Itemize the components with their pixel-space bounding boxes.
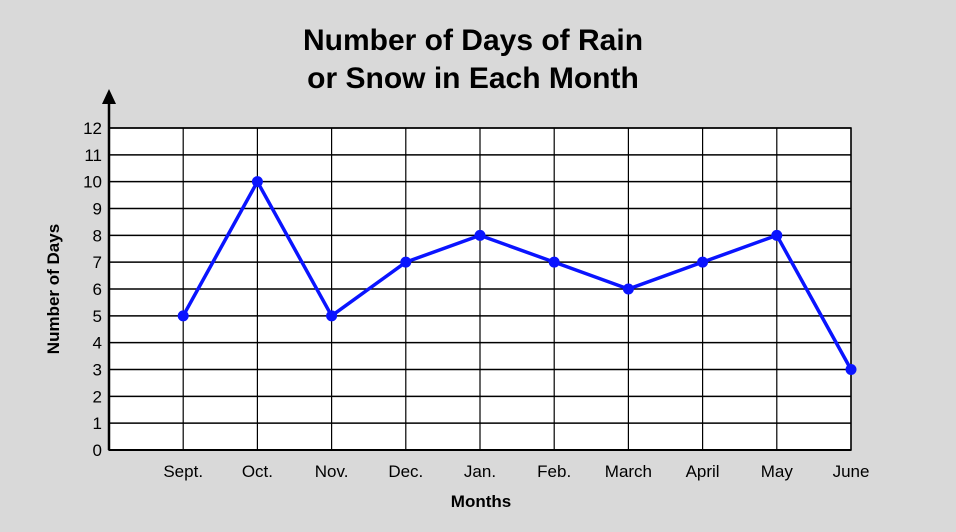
data-point: [845, 364, 857, 375]
data-point: [474, 229, 486, 241]
chart-title-line1: Number of Days of Rain: [302, 24, 644, 57]
y-axis-arrow-icon: [102, 89, 116, 104]
x-tick-label: Jan.: [464, 462, 496, 481]
x-tick-label: May: [761, 462, 794, 481]
x-tick-label: Feb.: [537, 462, 571, 481]
y-tick-label: 8: [93, 226, 102, 245]
y-tick-label: 6: [93, 280, 102, 299]
data-point: [771, 229, 783, 241]
x-tick-label: Oct.: [242, 462, 273, 481]
data-point: [400, 256, 412, 268]
y-tick-label: 5: [93, 307, 102, 326]
x-axis-label: Months: [451, 492, 511, 511]
data-point: [251, 176, 263, 188]
chart-title: Number of Days of Rain or Snow in Each M…: [0, 22, 946, 98]
y-tick-label: 11: [84, 146, 102, 165]
y-axis-label: Number of Days: [44, 224, 63, 354]
y-tick-label: 3: [93, 361, 102, 380]
x-tick-label: Nov.: [315, 462, 349, 481]
x-tick-label: Dec.: [388, 462, 423, 481]
series: [177, 176, 857, 375]
y-tick-label: 2: [93, 387, 102, 406]
data-point: [548, 256, 560, 268]
y-tick-label: 10: [83, 173, 102, 192]
data-point: [326, 310, 338, 322]
axes: [102, 89, 851, 451]
y-tick-label: 12: [83, 119, 102, 138]
x-tick-label: Sept.: [163, 462, 203, 481]
x-tick-label: March: [605, 462, 652, 481]
data-point: [177, 310, 189, 322]
y-tick-label: 9: [93, 200, 102, 219]
y-tick-label: 7: [93, 253, 102, 272]
data-point: [697, 256, 709, 268]
data-point: [622, 283, 634, 295]
x-tick-label: June: [833, 462, 870, 481]
series-line: [181, 179, 853, 371]
y-tick-label: 4: [93, 334, 102, 353]
y-tick-label: 1: [93, 414, 102, 433]
grid: [108, 127, 852, 451]
y-tick-label: 0: [93, 441, 102, 460]
x-tick-label: April: [686, 462, 720, 481]
chart-title-line2: or Snow in Each Month: [307, 62, 639, 95]
